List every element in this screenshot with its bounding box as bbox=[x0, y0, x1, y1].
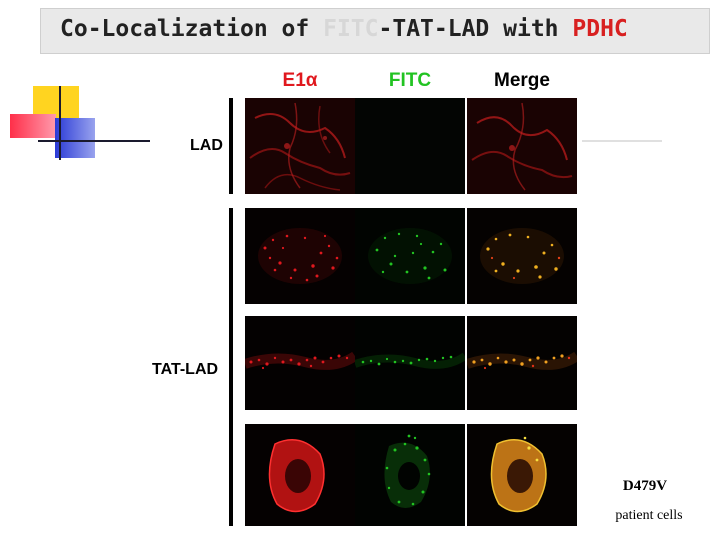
decor-horizontal-line bbox=[38, 140, 150, 142]
title-middle: -TAT-LAD with bbox=[378, 16, 573, 42]
decor-red-bar bbox=[10, 114, 56, 138]
micrograph-tat-lad-1-merge bbox=[467, 208, 577, 304]
title-bar bbox=[40, 8, 710, 54]
column-header-fitc: FITC bbox=[388, 70, 432, 91]
micrograph-tat-lad-1-e1a bbox=[245, 208, 355, 304]
micrograph-tat-lad-2-fitc bbox=[355, 316, 465, 410]
title-pdhc: PDHC bbox=[572, 16, 628, 42]
micrograph-tat-lad-2-merge bbox=[467, 316, 577, 410]
micrograph-tat-lad-3-fitc bbox=[355, 424, 465, 526]
title-fitc: FITC bbox=[323, 16, 379, 42]
column-header-e1a: E1α bbox=[282, 70, 318, 91]
micrograph-tat-lad-2-e1a bbox=[245, 316, 355, 410]
patient-cells-label: patient cells bbox=[615, 508, 683, 523]
decor-blue-square bbox=[55, 118, 95, 158]
row-label-lad: LAD bbox=[190, 137, 223, 154]
decor-vertical-line bbox=[59, 86, 61, 160]
patient-mutation-label: D479V bbox=[622, 478, 668, 494]
row-label-tat-lad: TAT-LAD bbox=[152, 361, 219, 378]
row-bracket-tat-lad bbox=[229, 208, 233, 526]
column-header-merge: Merge bbox=[494, 70, 550, 91]
micrograph-lad-fitc bbox=[355, 98, 465, 194]
slide-title: Co-Localization of FITC-TAT-LAD with PDH… bbox=[60, 16, 628, 42]
micrograph-tat-lad-3-merge bbox=[467, 424, 577, 526]
row-bracket-lad bbox=[229, 98, 233, 194]
title-prefix: Co-Localization of bbox=[60, 16, 324, 42]
micrograph-tat-lad-3-e1a bbox=[245, 424, 355, 526]
divider-line bbox=[582, 140, 662, 142]
micrograph-lad-e1a bbox=[245, 98, 355, 194]
micrograph-lad-merge bbox=[467, 98, 577, 194]
micrograph-tat-lad-1-fitc bbox=[355, 208, 465, 304]
